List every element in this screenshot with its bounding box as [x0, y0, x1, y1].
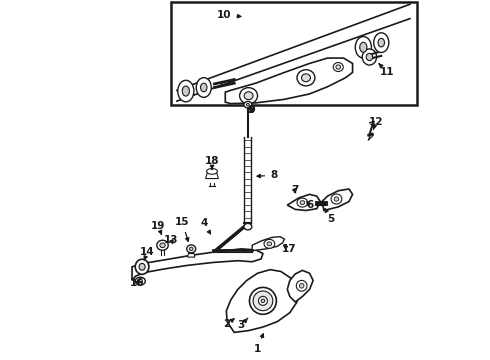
Text: 10: 10 — [217, 10, 241, 20]
Text: 14: 14 — [140, 247, 155, 260]
Ellipse shape — [299, 283, 304, 288]
Text: 1: 1 — [254, 334, 264, 354]
Text: 16: 16 — [130, 278, 145, 288]
Ellipse shape — [138, 279, 143, 283]
Text: 18: 18 — [205, 156, 219, 169]
Ellipse shape — [355, 37, 371, 58]
Ellipse shape — [360, 42, 367, 52]
Ellipse shape — [366, 53, 373, 60]
Ellipse shape — [333, 63, 343, 72]
Ellipse shape — [336, 65, 341, 69]
Ellipse shape — [378, 39, 385, 47]
Polygon shape — [287, 270, 313, 302]
Text: 7: 7 — [291, 185, 298, 195]
Polygon shape — [205, 171, 219, 179]
Text: 13: 13 — [164, 235, 179, 245]
Ellipse shape — [240, 87, 258, 104]
Polygon shape — [226, 270, 298, 332]
Ellipse shape — [157, 240, 168, 250]
Ellipse shape — [374, 33, 389, 53]
Text: 5: 5 — [325, 209, 335, 224]
Ellipse shape — [334, 197, 339, 201]
Polygon shape — [132, 249, 263, 280]
Ellipse shape — [139, 264, 145, 270]
Text: 19: 19 — [151, 221, 166, 234]
Text: 3: 3 — [238, 318, 248, 330]
Ellipse shape — [244, 102, 252, 108]
Ellipse shape — [253, 291, 273, 311]
Text: 4: 4 — [200, 218, 211, 234]
Ellipse shape — [244, 224, 252, 230]
Polygon shape — [225, 58, 353, 104]
Polygon shape — [322, 189, 353, 211]
Text: 17: 17 — [281, 244, 296, 254]
Polygon shape — [287, 194, 320, 211]
Text: 9: 9 — [247, 105, 255, 115]
Ellipse shape — [207, 168, 218, 174]
Ellipse shape — [264, 239, 275, 248]
Ellipse shape — [297, 70, 315, 86]
Bar — [172, 3, 417, 105]
Text: 6: 6 — [306, 200, 313, 210]
Ellipse shape — [249, 287, 276, 314]
Ellipse shape — [261, 299, 265, 303]
Text: 9: 9 — [248, 105, 255, 115]
Ellipse shape — [246, 103, 249, 106]
Polygon shape — [368, 135, 373, 140]
Ellipse shape — [362, 49, 377, 65]
Ellipse shape — [267, 242, 272, 246]
Ellipse shape — [331, 194, 342, 204]
Text: 11: 11 — [379, 64, 394, 77]
Polygon shape — [252, 237, 285, 251]
Ellipse shape — [300, 201, 305, 204]
Ellipse shape — [200, 83, 207, 92]
Ellipse shape — [196, 78, 211, 97]
Ellipse shape — [258, 296, 268, 305]
Ellipse shape — [296, 280, 307, 291]
Ellipse shape — [160, 243, 165, 248]
Text: 2: 2 — [223, 319, 234, 329]
Ellipse shape — [297, 198, 308, 207]
Text: 8: 8 — [257, 170, 277, 180]
Ellipse shape — [190, 247, 193, 251]
Ellipse shape — [135, 259, 149, 274]
Ellipse shape — [187, 245, 196, 253]
Ellipse shape — [244, 92, 253, 100]
Ellipse shape — [182, 86, 190, 96]
Text: 15: 15 — [175, 217, 190, 241]
Polygon shape — [188, 253, 195, 257]
Ellipse shape — [135, 277, 146, 285]
Ellipse shape — [301, 74, 311, 82]
Text: 12: 12 — [368, 117, 383, 130]
Ellipse shape — [178, 80, 194, 102]
